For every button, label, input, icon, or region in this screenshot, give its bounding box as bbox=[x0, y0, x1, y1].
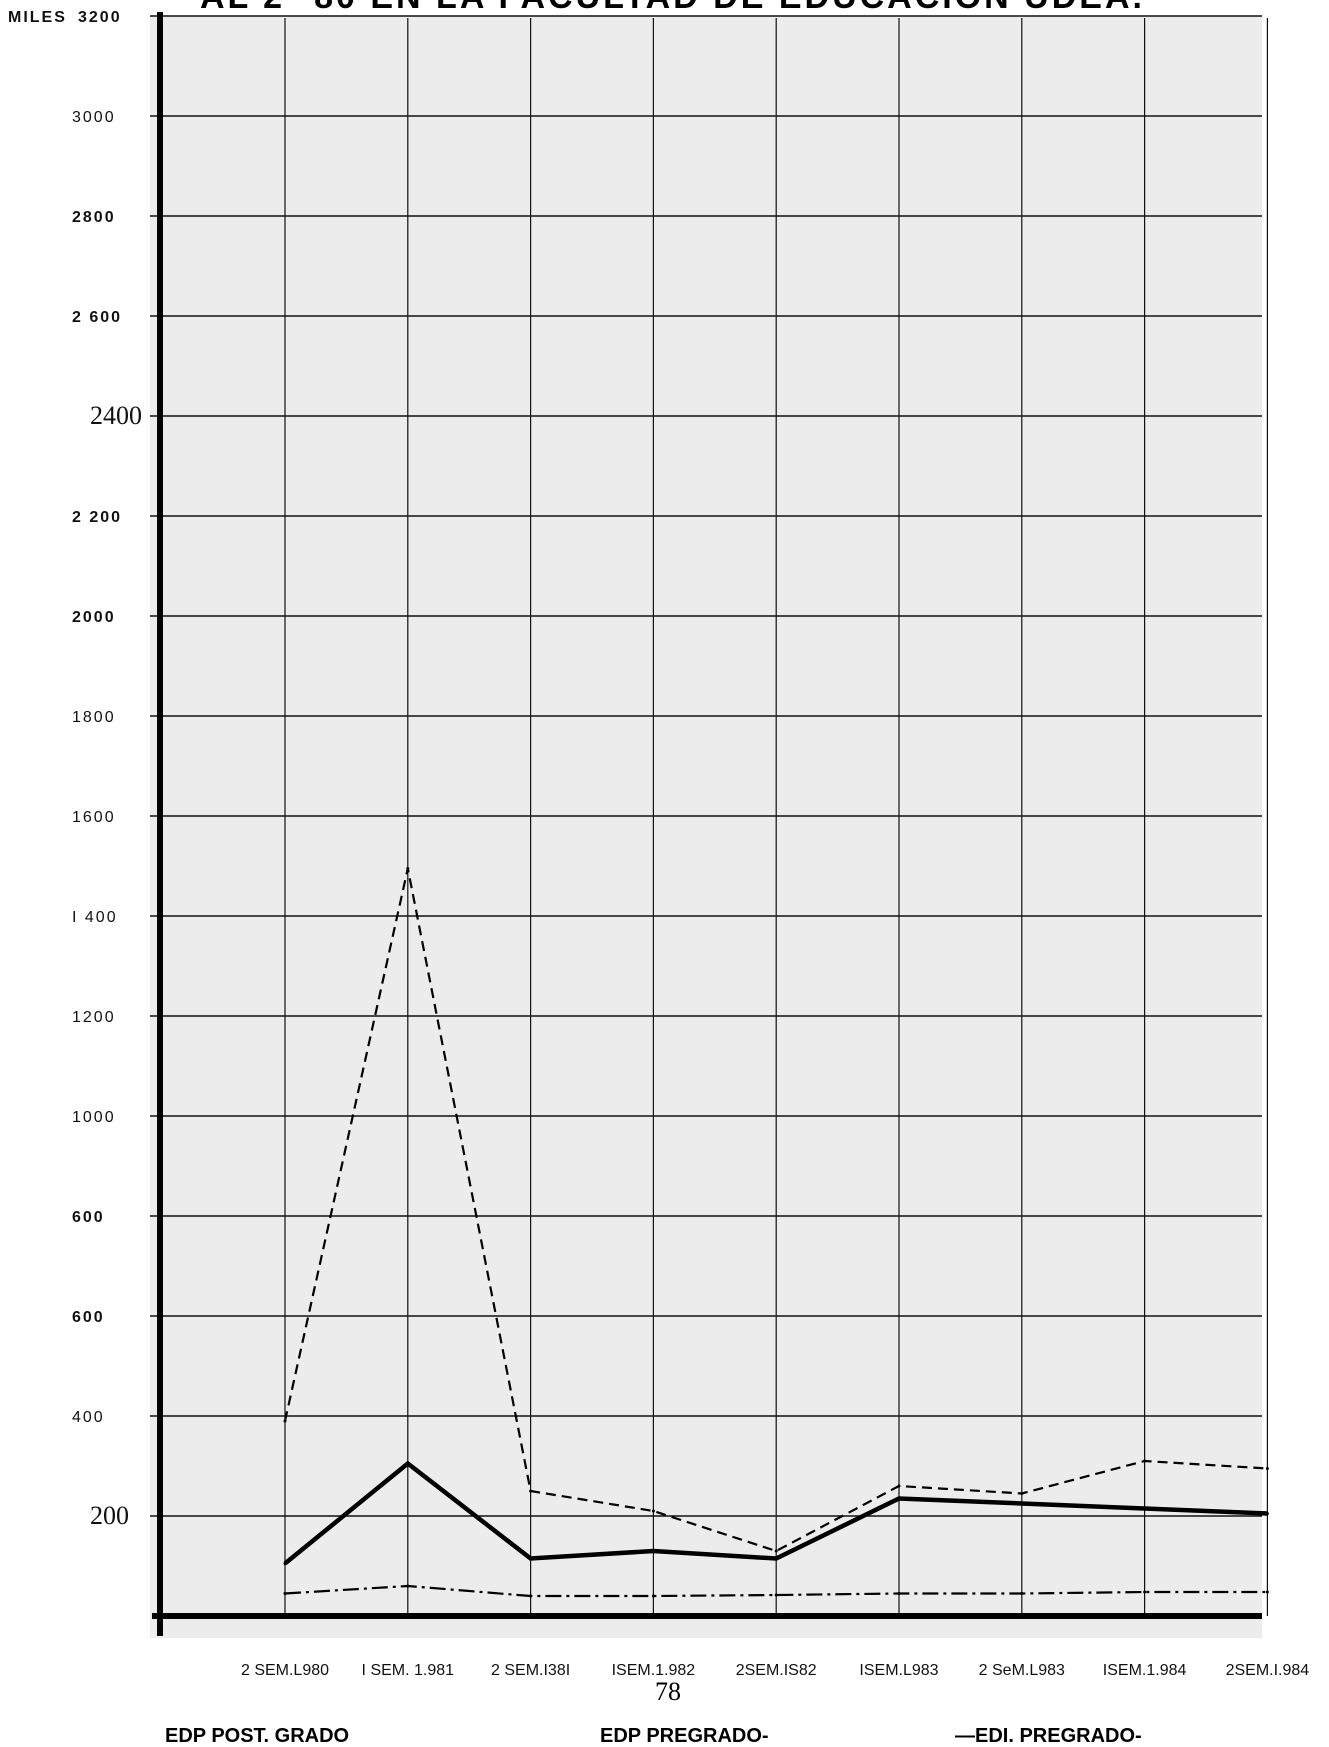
y-tick-label: 600 bbox=[72, 1209, 105, 1226]
legend-entry: —EDI. PREGRADO- bbox=[955, 1725, 1142, 1747]
x-tick-label: 2SEM.IS82 bbox=[736, 1662, 817, 1679]
grid bbox=[150, 15, 1269, 1616]
series-point bbox=[529, 1489, 533, 1493]
y-tick-label: 2 200 bbox=[72, 509, 122, 526]
axes bbox=[152, 12, 1262, 1636]
series-point bbox=[1265, 1467, 1269, 1470]
x-tick-label: ISEM.1.984 bbox=[1103, 1662, 1187, 1679]
series-point bbox=[529, 1557, 533, 1560]
series-point bbox=[651, 1594, 655, 1598]
x-tick-label: ISEM.L983 bbox=[859, 1662, 938, 1679]
x-tick-label: 2 SEM.L980 bbox=[241, 1662, 329, 1679]
series-point bbox=[774, 1593, 778, 1597]
y-tick-label: 1000 bbox=[72, 1109, 116, 1126]
x-tick-label: ISEM.1.982 bbox=[612, 1662, 696, 1679]
legend: EDP POST. GRADO EDP PREGRADO- —EDI. PREGRA… bbox=[165, 1725, 1142, 1747]
series-group bbox=[283, 867, 1269, 1598]
y-tick-label: 3000 bbox=[72, 109, 116, 126]
series-point bbox=[1020, 1502, 1024, 1505]
series-point bbox=[406, 867, 410, 870]
series-point bbox=[529, 1594, 533, 1598]
series-point bbox=[283, 1562, 287, 1565]
series-point bbox=[283, 1592, 287, 1595]
y-tick-label: 2800 bbox=[72, 209, 116, 226]
y-tick-label: 2400 bbox=[90, 401, 142, 430]
series-line-dashed bbox=[283, 868, 1268, 1553]
series-point bbox=[651, 1549, 655, 1553]
series-point bbox=[1020, 1592, 1024, 1595]
y-tick-label: 1200 bbox=[72, 1009, 116, 1026]
legend-entry: EDP POST. GRADO bbox=[165, 1725, 349, 1747]
series-point bbox=[1265, 1590, 1269, 1594]
series-point bbox=[283, 1419, 287, 1423]
x-tick-label: 2 SEM.I38I bbox=[491, 1662, 570, 1679]
y-tick-label: 1800 bbox=[72, 709, 116, 726]
x-tick-label: I SEM. 1.981 bbox=[362, 1662, 455, 1679]
series-point bbox=[774, 1557, 778, 1560]
y-tick-label: 2 600 bbox=[72, 309, 122, 326]
legend-entry: EDP PREGRADO- bbox=[600, 1725, 769, 1747]
series-point bbox=[897, 1497, 901, 1500]
series-point bbox=[1020, 1492, 1024, 1495]
x-tick-label: 2SEM.I.984 bbox=[1226, 1662, 1310, 1679]
series-point bbox=[897, 1484, 901, 1488]
page-number: 78 bbox=[655, 1677, 681, 1706]
chart-title: AL 2° 80 EN LA FACULTAD DE EDUCACION UDE… bbox=[200, 0, 1329, 17]
series-point bbox=[1143, 1459, 1147, 1463]
series-point bbox=[406, 1462, 410, 1465]
series-point bbox=[1143, 1507, 1147, 1510]
series-point bbox=[897, 1592, 901, 1595]
plot-background bbox=[150, 16, 1262, 1638]
series-point bbox=[651, 1509, 655, 1513]
series-point bbox=[1265, 1512, 1269, 1515]
series-line-dashdot bbox=[284, 1584, 1268, 1598]
y-tick-label: 3200 bbox=[78, 9, 122, 26]
x-tick-label: 2 SeM.L983 bbox=[979, 1662, 1065, 1679]
y-axis-unit-label: MILES bbox=[8, 9, 67, 26]
y-tick-label: 200 bbox=[90, 1501, 129, 1530]
y-tick-label: 600 bbox=[72, 1309, 105, 1326]
series-point bbox=[1143, 1590, 1147, 1594]
series-point bbox=[774, 1549, 778, 1553]
series-point bbox=[406, 1584, 410, 1588]
x-axis-ticks: 2 SEM.L980 I SEM. 1.981 2 SEM.I38I ISEM.1.9… bbox=[241, 1662, 1309, 1679]
y-tick-label: 1600 bbox=[72, 809, 116, 826]
y-tick-label: 400 bbox=[72, 1409, 105, 1426]
y-tick-label: 2000 bbox=[72, 609, 116, 626]
y-axis-ticks: 3200 3000 2800 2 600 2400 2 200 2000 1800 1600 I … bbox=[72, 9, 142, 1530]
y-tick-label: I 400 bbox=[72, 909, 118, 926]
